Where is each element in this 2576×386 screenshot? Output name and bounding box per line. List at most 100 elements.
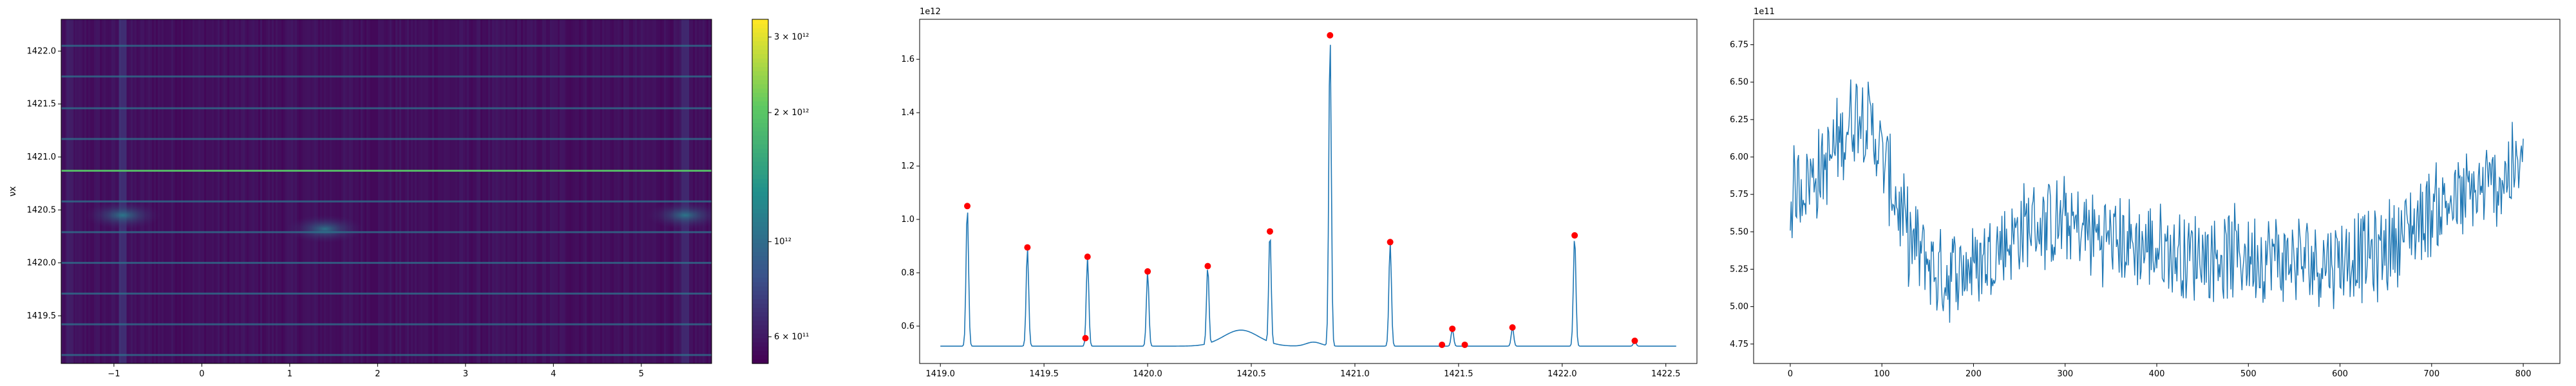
colorbar-segment: [752, 157, 768, 162]
heatmap-streak: [349, 19, 351, 363]
colorbar-segment: [752, 243, 768, 248]
spectrum-panel: 1419.0 1419.5 1420.0 1420.5 1421.0 1421.5 1422…: [901, 7, 1698, 379]
peak-marker: [1509, 324, 1516, 331]
heatmap-streak: [63, 19, 65, 363]
heatmap-streak: [187, 19, 189, 363]
heatmap-streak: [509, 19, 511, 363]
heatmap-streak: [279, 19, 281, 363]
heatmap-streak: [428, 19, 430, 363]
heatmap-streak: [295, 19, 297, 363]
heatmap-streak: [506, 19, 507, 363]
heatmap-streak: [674, 19, 676, 363]
heatmap-streak: [471, 19, 473, 363]
heatmap-streak: [645, 19, 647, 363]
heatmap-streak: [480, 19, 482, 363]
heatmap-streak: [656, 19, 658, 363]
heatmap-streak: [316, 19, 318, 363]
heatmap-streak: [587, 19, 589, 363]
heatmap-streak: [227, 19, 229, 363]
heatmap-streak: [216, 19, 218, 363]
heatmap-streak: [382, 19, 384, 363]
heatmap-streak: [413, 19, 415, 363]
heatmap-streak: [171, 19, 173, 363]
colorbar-segment: [752, 346, 768, 351]
heatmap-streak: [500, 19, 502, 363]
heatmap-streak: [434, 19, 436, 363]
heatmap-streak: [442, 19, 444, 363]
heatmap-streak: [610, 19, 612, 363]
colorbar-segment: [752, 226, 768, 231]
timeseries-panel: 0 100 200 300 400 500 600 700 800 4.75 5.00 5.25 5.5…: [1730, 7, 2561, 379]
heatmap-streak: [82, 19, 84, 363]
heatmap-streak: [627, 19, 629, 363]
heatmap-streak: [166, 19, 167, 363]
heatmap-streak: [515, 19, 517, 363]
heatmap-streak: [146, 19, 148, 363]
heatmap-column-band: [681, 19, 690, 363]
heatmap-streak: [297, 19, 299, 363]
heatmap-streak: [498, 19, 500, 363]
heatmap-streak: [650, 19, 652, 363]
heatmap-streak: [336, 19, 337, 363]
colorbar-segment: [752, 316, 768, 321]
heatmap-streak: [679, 19, 681, 363]
heatmap-streak: [519, 19, 521, 363]
heatmap-streak: [583, 19, 585, 363]
heatmap-streak: [65, 19, 67, 363]
x-tick-label: 1419.5: [1029, 369, 1059, 379]
heatmap-streak: [666, 19, 668, 363]
heatmap-streak: [691, 19, 693, 363]
heatmap-streak: [494, 19, 496, 363]
heatmap-streak: [623, 19, 625, 363]
heatmap-streak: [440, 19, 442, 363]
colorbar-segment: [752, 286, 768, 291]
heatmap-streak: [75, 19, 77, 363]
colorbar-segment: [752, 105, 768, 111]
heatmap-streak: [399, 19, 401, 363]
y-tick-label: 6.00: [1730, 152, 1748, 162]
heatmap-streak: [368, 19, 370, 363]
heatmap-streak: [179, 19, 181, 363]
heatmap-streak: [314, 19, 316, 363]
heatmap-streak: [608, 19, 610, 363]
heatmap-streak: [272, 19, 274, 363]
heatmap-streak: [270, 19, 272, 363]
heatmap-streak: [88, 19, 90, 363]
x-tick-label: 0: [199, 369, 204, 379]
heatmap-streak: [245, 19, 247, 363]
colorbar-segment: [752, 354, 768, 360]
heatmap-streak: [266, 19, 268, 363]
heatmap-streak: [102, 19, 104, 363]
heatmap-streak: [148, 19, 150, 363]
heatmap-streak: [542, 19, 544, 363]
heatmap-streak: [620, 19, 621, 363]
colorbar-tick-label: 10¹²: [774, 237, 791, 247]
x-tick-label: 1422.0: [1548, 369, 1577, 379]
heatmap-streak: [281, 19, 283, 363]
y-tick-label: 1.4: [901, 108, 914, 118]
heatmap-streak: [193, 19, 194, 363]
colorbar-segment: [752, 161, 768, 166]
heatmap-streak: [409, 19, 411, 363]
heatmap-streak: [202, 19, 204, 363]
heatmap-streak: [546, 19, 548, 363]
heatmap-streak: [127, 19, 129, 363]
heatmap-streak: [544, 19, 546, 363]
heatmap-blob: [84, 201, 162, 230]
colorbar-segment: [752, 101, 768, 106]
x-tick-label: 500: [2240, 369, 2257, 379]
colorbar-segment: [752, 84, 768, 89]
heatmap-streak: [204, 19, 206, 363]
heatmap-streak: [341, 19, 343, 363]
heatmap-streak: [585, 19, 587, 363]
heatmap-streak: [432, 19, 434, 363]
heatmap-streak: [602, 19, 604, 363]
y-axis-label: νx: [8, 186, 18, 196]
peak-marker: [1266, 228, 1273, 235]
heatmap-streak: [708, 19, 710, 363]
heatmap-streak: [301, 19, 303, 363]
heatmap-streak: [618, 19, 620, 363]
heatmap-streak: [436, 19, 438, 363]
heatmap-streak: [639, 19, 641, 363]
peak-marker: [1631, 337, 1638, 344]
